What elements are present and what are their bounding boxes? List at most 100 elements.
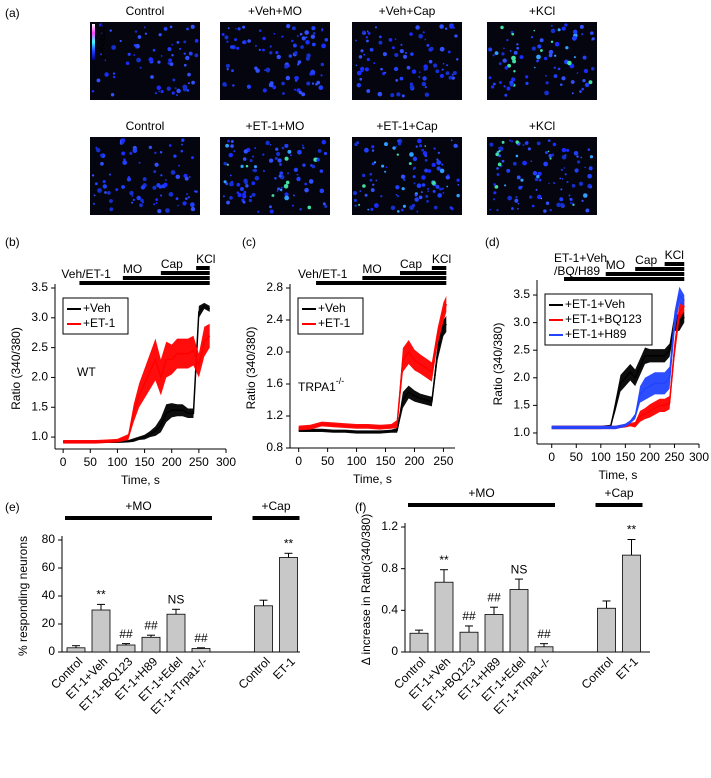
cell: [548, 182, 550, 185]
bar: [459, 631, 479, 653]
cell: [437, 193, 442, 198]
cell: [539, 38, 544, 43]
cell: [397, 139, 400, 143]
cell: [534, 177, 539, 182]
cell: [358, 55, 363, 59]
x-axis-label: Time, s: [599, 468, 638, 482]
cell: [109, 29, 112, 32]
x-tick-label: 150: [135, 455, 155, 469]
cell: [516, 175, 521, 180]
cell: [501, 52, 505, 56]
cell: [222, 82, 227, 87]
cell: [409, 32, 413, 36]
cell: [242, 194, 247, 199]
series-line: [298, 323, 447, 433]
cell: [497, 162, 502, 167]
y-tick-label: 3.0: [31, 310, 48, 324]
y-tick-label: 20: [42, 616, 56, 630]
cell: [529, 195, 533, 199]
period-label: KCl: [432, 252, 451, 266]
cell: [576, 155, 579, 158]
cell: [582, 193, 588, 198]
cell: [166, 86, 171, 91]
cell: [276, 190, 279, 192]
cell: [527, 147, 531, 151]
cell: [293, 194, 295, 197]
cell: [96, 78, 101, 83]
cell: [187, 72, 191, 77]
cell: [427, 187, 430, 190]
significance: ##: [487, 590, 501, 604]
cell: [515, 154, 519, 158]
cell: [164, 179, 167, 181]
cell: [179, 47, 182, 50]
cell: [230, 144, 234, 148]
cell: [152, 48, 156, 52]
cell: [587, 173, 592, 179]
cell: [543, 56, 548, 61]
x-axis-label: Time, s: [121, 473, 160, 487]
cell: [236, 182, 241, 187]
period-label: /BQ/H89: [554, 264, 600, 278]
cell: [154, 162, 159, 167]
cell: [281, 81, 285, 86]
significance: **: [284, 536, 294, 550]
y-axis-label: Ratio (340/380): [491, 323, 505, 406]
panel-label: (a): [5, 6, 20, 20]
cell: [392, 46, 395, 50]
cell: [520, 178, 524, 182]
cell: [421, 175, 426, 180]
panel-label: (d): [485, 235, 500, 249]
cell: [234, 38, 238, 42]
cell: [499, 81, 502, 84]
x-tick-label: 100: [107, 455, 127, 469]
cell: [511, 77, 516, 82]
y-tick-label: 1.2: [266, 408, 283, 422]
cell: [454, 34, 458, 38]
cell: [378, 35, 382, 39]
cell: [536, 174, 540, 179]
cell: [190, 206, 196, 212]
cell: [304, 187, 309, 193]
legend-label: +ET-1: [318, 316, 351, 330]
cell: [284, 143, 289, 148]
cell: [160, 54, 163, 57]
significance: NS: [511, 562, 528, 576]
cell: [565, 46, 569, 50]
cell: [441, 68, 444, 71]
cell: [511, 140, 514, 143]
error-band: [551, 286, 685, 430]
cell: [168, 144, 172, 147]
cell: [163, 26, 168, 31]
cell: [507, 63, 512, 68]
cell: [361, 173, 366, 178]
cell: [291, 39, 294, 43]
cell: [311, 42, 316, 47]
cell: [306, 81, 311, 86]
annotation-text: WT: [77, 365, 96, 379]
cell: [577, 160, 581, 164]
cell: [366, 57, 370, 62]
cell: [413, 182, 416, 185]
cell: [498, 154, 501, 158]
cell: [370, 188, 375, 192]
cell: [547, 139, 551, 143]
bar: [509, 589, 529, 653]
cell: [188, 176, 191, 178]
cell: [549, 157, 552, 160]
cell: [421, 183, 426, 187]
cell: [224, 35, 229, 40]
x-tick-label: 100: [591, 450, 611, 464]
cell: [307, 205, 312, 210]
cell: [533, 29, 536, 32]
cell: [500, 25, 504, 30]
panel-label: (f): [355, 500, 366, 514]
cell: [425, 194, 429, 198]
cell: [551, 153, 555, 157]
period-label: Cap: [161, 257, 183, 271]
cell: [418, 195, 423, 200]
cell: [573, 56, 576, 59]
period-bar: [362, 276, 447, 280]
cell: [272, 85, 277, 90]
cell: [537, 171, 542, 176]
